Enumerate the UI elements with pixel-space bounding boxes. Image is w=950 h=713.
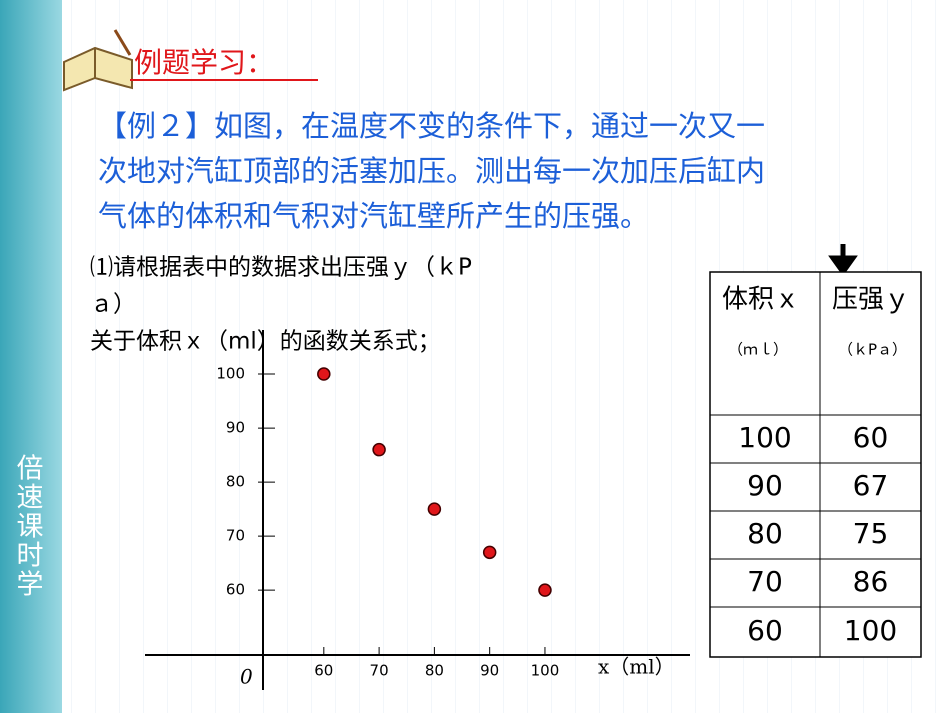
sidebar-char: 课 <box>17 512 44 543</box>
point <box>317 367 331 381</box>
table-cell: 67 <box>853 469 889 502</box>
point <box>538 583 552 597</box>
arrow <box>828 244 858 277</box>
y-tick-label: 90 <box>226 419 245 437</box>
table-cell: 75 <box>853 517 889 550</box>
point <box>372 442 386 457</box>
sidebar-char: 时 <box>17 541 44 572</box>
question-line: ａ） <box>90 292 136 318</box>
table-header: 体积ｘ <box>722 285 800 315</box>
question-line: ⑴请根据表中的数据求出压强ｙ（ｋP <box>90 255 472 281</box>
question: ⑴请根据表中的数据求出压强ｙ（ｋP ａ） 关于体积ｘ（ml）的函数关系式； <box>90 255 472 355</box>
title: 例题学习： <box>134 46 274 79</box>
question-line: 关于体积ｘ（ml）的函数关系式； <box>90 329 441 355</box>
table-header: 压强ｙ <box>832 285 910 315</box>
problem: 【例２】如图，在温度不变的条件下，通过一次又一次地对汽缸顶部的活塞加压。测出每一… <box>98 109 765 233</box>
x-tick-label: 90 <box>480 662 499 680</box>
sidebar <box>0 0 62 713</box>
problem-line: 气体的体积和气积对汽缸壁所产生的压强。 <box>98 199 649 233</box>
y-tick-label: 60 <box>226 581 245 599</box>
sidebar-char: 速 <box>17 483 44 514</box>
table-header-unit: （ｋPａ） <box>838 341 907 359</box>
x-axis-label: x（ml） <box>598 655 675 679</box>
table-border <box>709 271 922 658</box>
table-cell: 100 <box>844 614 897 647</box>
table-cell: 60 <box>853 421 889 454</box>
y-tick-label: 70 <box>226 527 245 545</box>
scatter-chart: 60 70 80 90 100 60 70 80 90 100 0 x（ml） <box>145 330 690 690</box>
point <box>482 545 497 560</box>
y-tick-label: 100 <box>216 365 245 383</box>
problem-line: 次地对汽缸顶部的活塞加压。测出每一次加压后缸内 <box>98 154 765 188</box>
table-cell: 70 <box>747 565 783 598</box>
sidebar-char: 学 <box>17 570 44 601</box>
sidebar-char: 倍 <box>17 454 44 485</box>
table-cell: 90 <box>747 469 783 502</box>
table-cell: 86 <box>853 565 889 598</box>
x-tick-label: 60 <box>314 662 333 680</box>
table-cell: 60 <box>747 614 783 647</box>
x-tick-label: 100 <box>531 662 560 680</box>
y-tick-label: 80 <box>226 473 245 491</box>
table-cell: 80 <box>747 517 783 550</box>
origin-label: 0 <box>240 665 253 689</box>
x-tick-label: 70 <box>370 662 389 680</box>
table-cell: 100 <box>738 421 791 454</box>
problem-line: 【例２】如图，在温度不变的条件下，通过一次又一 <box>98 109 765 143</box>
book-icon <box>63 29 133 92</box>
data-table: 体积ｘ （ｍｌ） 压强ｙ （ｋPａ） 100 60 90 67 80 75 70 86 60 100 <box>709 271 922 658</box>
x-tick-label: 80 <box>425 662 444 680</box>
table-header-unit: （ｍｌ） <box>728 341 788 359</box>
point <box>427 502 442 516</box>
